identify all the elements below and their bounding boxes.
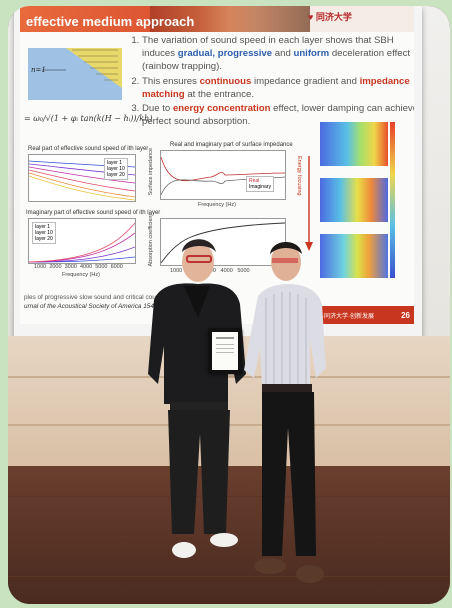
belt — [262, 384, 312, 392]
certificate-frame — [208, 328, 242, 374]
heatmap-1 — [320, 122, 388, 166]
white-shoe-left — [172, 542, 196, 558]
slide-title: effective medium approach — [26, 14, 195, 29]
presentation-slide: effective medium approach ♥ 同济大学 n=1 = ω… — [20, 6, 414, 324]
heatmap-2 — [320, 178, 388, 222]
down-arrow-icon — [305, 156, 313, 251]
plot3-xlabel: Frequency (Hz) — [198, 202, 236, 208]
black-trousers — [168, 410, 230, 534]
plot3-legend: Real Imaginary — [246, 176, 274, 192]
reference-line-2: urnal of the Acoustical Society of Ameri… — [24, 303, 180, 310]
hair — [182, 239, 216, 252]
photo-card: effective medium approach ♥ 同济大学 n=1 = ω… — [8, 6, 450, 604]
plot2-legend: layer 1 layer 10 layer 20 — [32, 222, 56, 244]
effective-speed-equation: = ω₀/√(1 + φᵢ tan(k(H − hᵢ))/kh) — [24, 114, 153, 123]
plot3-ylabel: Surface impedance — [148, 148, 154, 196]
key-point-1: The variation of sound speed in each lay… — [142, 34, 414, 74]
slide-page-number: 26 — [401, 311, 410, 320]
layer-structure-diagram: n=1 — [28, 48, 122, 100]
certificate — [212, 332, 238, 370]
colorbar — [390, 122, 395, 278]
plot4-absorption — [160, 218, 286, 266]
key-point-2: This ensures continuous impedance gradie… — [142, 75, 414, 101]
brown-shoe-left — [254, 558, 286, 574]
plot1-title: Real part of effective sound speed of it… — [28, 146, 149, 152]
plot2-xticks: 1000 2000 3000 4000 5000 6000 — [34, 264, 123, 270]
key-point-3: Due to energy concentration effect, lowe… — [142, 102, 414, 128]
heatmap-3 — [320, 234, 388, 278]
university-logo: ♥ 同济大学 — [308, 10, 352, 23]
logo-text: 同济大学 — [315, 12, 352, 22]
black-trousers — [262, 392, 316, 556]
diagram-label: n=1 — [31, 66, 46, 74]
plot3-impedance — [160, 150, 286, 200]
footer-banner-text: ·同济大学·创新发展 — [322, 314, 374, 320]
energy-focusing-label: Energy focusing — [296, 156, 302, 196]
plot1-legend: layer 1 layer 10 layer 20 — [104, 158, 128, 180]
plot2-title: Imaginary part of effective sound speed … — [26, 210, 161, 216]
logo-icon: ♥ — [308, 12, 314, 22]
glasses — [272, 258, 298, 263]
white-shoe-right — [210, 533, 238, 547]
plot2-xlabel: Frequency (Hz) — [62, 272, 100, 278]
projection-screen: effective medium approach ♥ 同济大学 n=1 = ω… — [14, 6, 422, 341]
person-right — [244, 242, 326, 583]
striped-shirt — [244, 284, 326, 386]
red-glasses — [186, 255, 212, 263]
shirt — [184, 286, 210, 318]
plot3-title: Real and imaginary part of surface imped… — [170, 142, 293, 148]
panel-trim — [8, 376, 450, 378]
header-banner-image — [150, 6, 310, 32]
hair — [270, 242, 302, 254]
key-points-list: The variation of sound speed in each lay… — [126, 34, 414, 130]
brown-shoe-right — [296, 565, 324, 583]
reference-line-1: ples of progressive slow sound and criti… — [24, 294, 177, 301]
